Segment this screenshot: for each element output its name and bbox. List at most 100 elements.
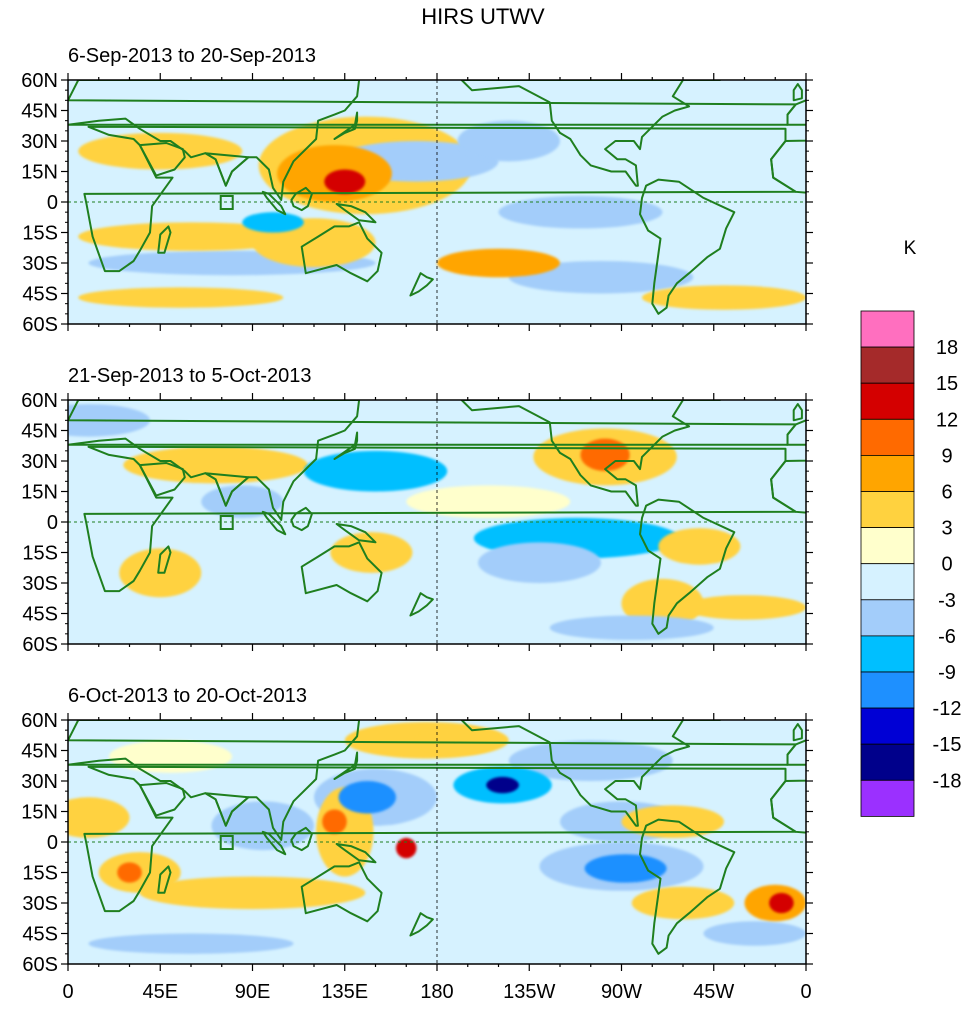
anomaly-patch	[518, 164, 577, 175]
lat-tick-label: 60N	[21, 70, 58, 92]
lat-tick-label: 30S	[22, 253, 58, 275]
anomaly-patch	[673, 494, 722, 505]
lat-tick-label: 45N	[21, 101, 58, 123]
lat-tick-label: 60S	[22, 314, 58, 336]
anomaly-blob	[338, 781, 396, 814]
anomaly-patch	[337, 517, 406, 527]
coastline-north-america	[460, 400, 691, 507]
colorbar-box	[860, 527, 915, 565]
lat-tick-label: 45S	[22, 284, 58, 306]
lat-tick-label: 15N	[21, 482, 58, 504]
coastline-wrap-africa	[770, 459, 806, 514]
anomaly-patch	[597, 119, 626, 142]
anomaly-patch	[736, 780, 785, 791]
colorbar-tick-label: -9	[938, 662, 956, 684]
colorbar-box	[860, 418, 915, 456]
anomaly-patch	[466, 438, 495, 455]
coastline-borneo	[290, 826, 313, 852]
colorbar-box	[860, 671, 915, 709]
lat-tick-label: 15N	[21, 802, 58, 824]
coastline-sumatra	[261, 190, 287, 216]
coastline-india-sub	[204, 792, 250, 827]
map-panel-2: 21-Sep-2013 to 5-Oct-2013 60N 45N 30N 15N 0 15…	[21, 365, 813, 656]
colorbar: K 18 15 12 9 6 3 0 -3 -6 -9 -12 -15 -18	[860, 238, 962, 817]
lat-tick-label: 60N	[21, 710, 58, 732]
anomaly-blob	[324, 169, 366, 194]
anomaly-blob	[478, 542, 601, 584]
anomaly-blob	[580, 438, 630, 472]
lat-tick-label: 45S	[22, 604, 58, 626]
colorbar-tick-label: 3	[941, 518, 952, 540]
coastline-north-america	[460, 720, 691, 827]
coastline-eurasia	[68, 80, 797, 201]
coastline-south-america	[639, 818, 736, 955]
anomaly-blob	[631, 886, 735, 920]
anomaly-patch	[713, 130, 772, 147]
colorbar-box	[860, 310, 915, 348]
coastline-wrap-eurasia	[786, 98, 806, 126]
anomaly-blob	[406, 485, 571, 518]
lon-tick-label: 90E	[235, 981, 271, 1003]
lon-tick-label: 45E	[142, 981, 178, 1003]
anomaly-blob	[78, 222, 304, 251]
anomaly-patch	[68, 175, 115, 192]
anomaly-blob	[658, 528, 741, 565]
coastline-uk	[792, 403, 803, 422]
lon-tick-label: 135W	[503, 981, 555, 1003]
anomaly-patch	[102, 905, 161, 922]
figure-title: HIRS UTWV	[421, 4, 545, 29]
anomaly-blob	[330, 532, 413, 573]
map-panels: 6-Sep-2013 to 20-Sep-2013 60N 45N 30N 15N 0 15…	[21, 45, 813, 1003]
colorbar-tick-label: 0	[941, 554, 952, 576]
coastline-madagascar	[157, 225, 172, 254]
anomaly-patch	[181, 869, 210, 880]
coastline-north-america	[460, 80, 691, 187]
colorbar-tick-label: -3	[938, 590, 956, 612]
coastline-sumatra	[261, 830, 287, 856]
coastline-eurasia	[68, 400, 797, 521]
anomaly-blob	[242, 212, 304, 233]
anomaly-patch	[243, 916, 282, 927]
colorbar-box	[860, 454, 915, 492]
lat-tick-label: 45N	[21, 421, 58, 443]
coastline-sumatra	[261, 510, 287, 536]
anomaly-patch	[645, 938, 704, 949]
coastline-new-guinea	[335, 523, 377, 544]
anomaly-blob	[139, 876, 366, 910]
colorbar-tick-label: 9	[941, 445, 952, 467]
anomaly-patch	[388, 916, 437, 939]
lat-tick-label: 60S	[22, 954, 58, 976]
anomaly-patch	[764, 539, 803, 550]
coastline-japan	[333, 751, 359, 780]
lat-tick-label: 30S	[22, 893, 58, 915]
colorbar-tick-label: -6	[938, 626, 956, 648]
anomaly-patch	[529, 927, 558, 944]
colorbar-tick-label: -15	[933, 734, 962, 756]
coastline-south-america	[639, 498, 736, 635]
colorbar-tick-label: 6	[941, 482, 952, 504]
coastline-south-america	[639, 178, 736, 315]
coastlines-wrap	[770, 98, 806, 194]
colorbar-boxes	[860, 310, 915, 817]
anomaly-field	[68, 400, 806, 640]
anomaly-blob	[642, 285, 806, 310]
anomaly-patch	[76, 496, 105, 519]
anomaly-blob	[508, 260, 694, 294]
anomaly-field	[68, 80, 806, 315]
anomaly-patch	[170, 97, 229, 120]
panel-period-label: 6-Oct-2013 to 20-Oct-2013	[68, 685, 307, 707]
colorbar-ticks: 18 15 12 9 6 3 0 -3 -6 -9 -12 -15 -18	[933, 337, 962, 792]
anomaly-patch	[284, 791, 323, 808]
colorbar-box	[860, 563, 915, 601]
colorbar-box	[860, 707, 915, 745]
coastline-arabia	[138, 142, 186, 177]
lat-tick-label: 60S	[22, 634, 58, 656]
coastline-new-guinea	[335, 843, 377, 864]
anomaly-blob	[78, 132, 243, 170]
anomaly-blob	[396, 837, 417, 859]
lon-tick-label: 180	[420, 981, 453, 1003]
anomaly-patch	[438, 882, 477, 899]
coastline-japan	[333, 431, 359, 460]
lat-tick-label: 45S	[22, 924, 58, 946]
